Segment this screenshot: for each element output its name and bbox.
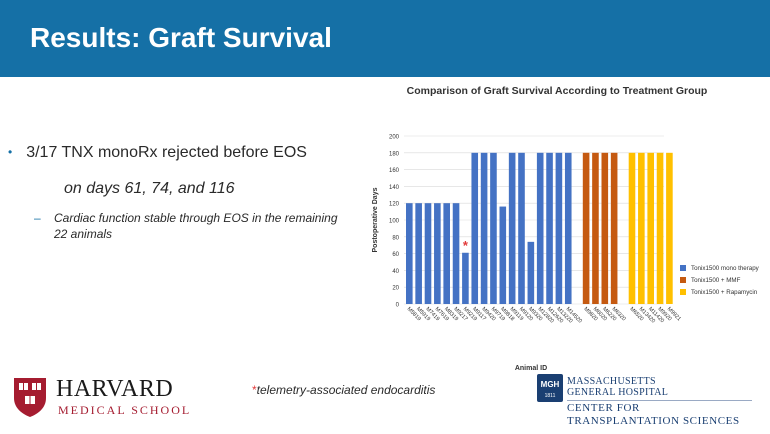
bar <box>666 152 673 304</box>
bar <box>647 152 654 304</box>
footnote: *telemetry-associated endocarditis <box>252 383 435 397</box>
annotation-star: * <box>463 238 469 253</box>
mgh-logo: MGH 1811 MASSACHUSETTS GENERAL HOSPITAL … <box>537 372 759 428</box>
legend-label: Tonix1500 + MMF <box>691 277 741 284</box>
bar <box>490 152 497 304</box>
bar <box>536 152 544 304</box>
bar <box>508 152 516 304</box>
legend-swatch <box>680 289 686 295</box>
bullet-sub: on days 61, 74, and 116 <box>64 180 235 197</box>
legend-swatch <box>680 277 686 283</box>
dash-icon: – <box>34 211 41 225</box>
footnote-text: telemetry-associated endocarditis <box>256 383 436 397</box>
bar <box>564 152 572 304</box>
bullet-detail: – Cardiac function stable through EOS in… <box>34 210 354 242</box>
mgh-line2: GENERAL HOSPITAL <box>567 387 669 398</box>
bar <box>555 152 563 304</box>
bar <box>518 152 525 304</box>
x-axis-label: Animal ID <box>515 365 547 372</box>
mgh-line1: MASSACHUSETTS <box>567 376 656 387</box>
bar <box>628 152 636 304</box>
harvard-shield-icon <box>14 378 46 417</box>
y-tick-label: 120 <box>389 202 400 208</box>
y-tick-label: 160 <box>389 168 400 174</box>
slide-title: Results: Graft Survival <box>30 22 332 53</box>
mgh-badge-icon: MGH 1811 <box>537 374 563 402</box>
bullet-main-text: 3/17 TNX monoRx rejected before EOS <box>26 144 307 161</box>
bar <box>424 203 432 304</box>
bar <box>415 203 422 304</box>
legend-label: Tonix1500 mono therapy <box>691 265 760 272</box>
bar <box>546 152 553 304</box>
title-bar: Results: Graft Survival <box>0 0 770 77</box>
footnote-star: * <box>252 383 257 397</box>
y-tick-label: 40 <box>392 269 399 275</box>
bar <box>582 152 590 304</box>
bar <box>592 152 599 304</box>
y-tick-label: 200 <box>389 135 400 141</box>
bar <box>527 241 535 304</box>
y-tick-label: 180 <box>389 151 400 157</box>
bar <box>601 152 609 304</box>
bar <box>462 252 469 304</box>
bar <box>480 152 488 304</box>
mgh-divider <box>567 400 752 401</box>
y-tick-label: 0 <box>396 303 400 309</box>
bar <box>471 152 479 304</box>
mgh-badge-text: MGH <box>541 380 560 389</box>
mgh-line4: TRANSPLANTATION SCIENCES <box>567 415 740 427</box>
harvard-logo: HARVARD MEDICAL SCHOOL <box>12 376 192 420</box>
bullet-dot-icon: • <box>8 145 13 159</box>
graft-survival-chart: Comparison of Graft Survival According t… <box>372 85 760 372</box>
bullet-main: • 3/17 TNX monoRx rejected before EOS <box>8 144 307 162</box>
bar <box>443 203 450 304</box>
harvard-name: HARVARD <box>56 376 174 402</box>
y-tick-label: 140 <box>389 185 400 191</box>
mgh-badge-year: 1811 <box>545 393 556 399</box>
legend-label: Tonix1500 + Rapamycin <box>691 289 758 296</box>
y-tick-label: 100 <box>389 219 400 225</box>
legend-swatch <box>680 265 686 271</box>
bullet-detail-text: Cardiac function stable through EOS in t… <box>54 211 338 241</box>
bar <box>610 152 618 304</box>
harvard-sub: MEDICAL SCHOOL <box>58 403 192 417</box>
y-axis-label: Postoperative Days <box>372 187 379 252</box>
y-tick-label: 80 <box>392 235 399 241</box>
bar <box>434 203 441 304</box>
bar <box>656 152 664 304</box>
bar <box>499 206 507 304</box>
y-tick-label: 60 <box>392 252 399 258</box>
bar <box>638 152 645 304</box>
bar <box>406 203 413 304</box>
bar <box>452 203 460 304</box>
chart-title: Comparison of Graft Survival According t… <box>407 85 708 97</box>
mgh-line3: CENTER FOR <box>567 402 640 414</box>
y-tick-label: 20 <box>392 286 399 292</box>
